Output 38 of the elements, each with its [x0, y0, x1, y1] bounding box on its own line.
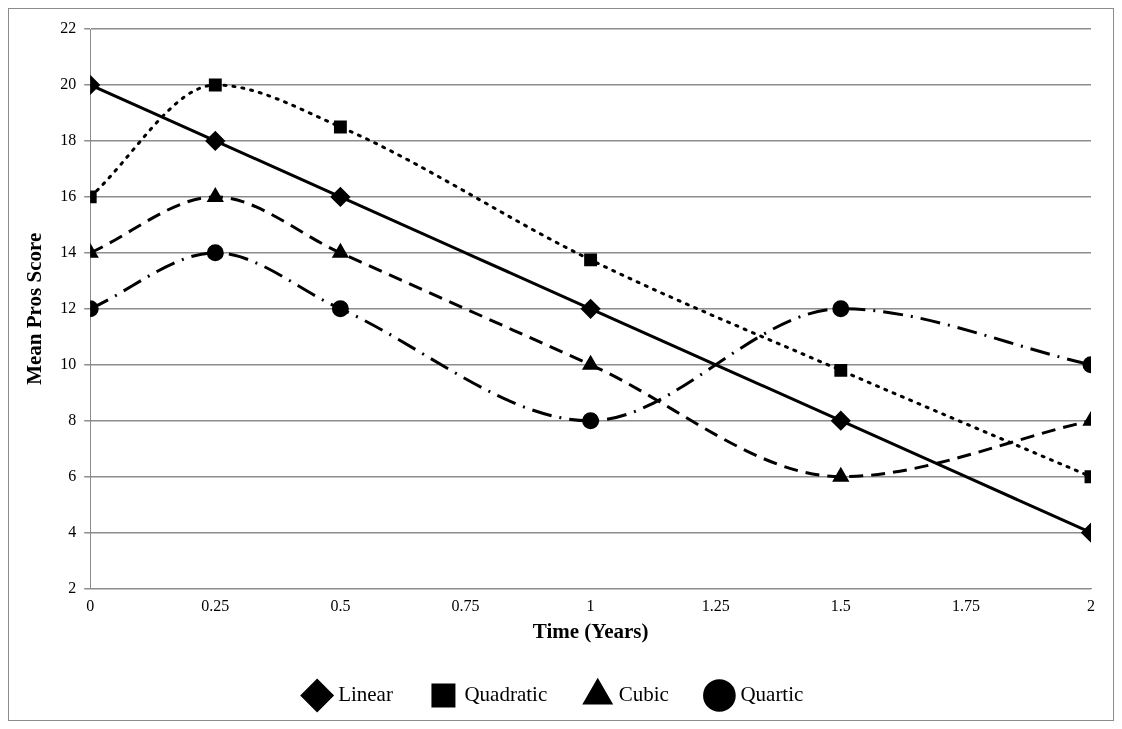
x-tick-label: 0.25: [201, 597, 230, 615]
x-tick-label: 0.75: [451, 597, 480, 615]
y-tick-label: 2: [68, 578, 77, 596]
x-tick-label: 2: [1087, 597, 1095, 615]
x-axis-title: Time (Years): [532, 618, 649, 643]
legend-label: Cubic: [618, 682, 669, 707]
y-tick-label: 10: [60, 354, 77, 372]
point: [581, 299, 601, 319]
x-tick-label: 1.75: [951, 597, 980, 615]
point: [333, 120, 347, 134]
x-tick-label: 1.5: [830, 597, 851, 615]
y-tick-label: 22: [60, 19, 77, 37]
x-tick-label: 0: [86, 597, 95, 615]
legend-label: Quadratic: [464, 682, 548, 707]
x-tick-label: 0.5: [330, 597, 351, 615]
point: [331, 300, 349, 318]
point: [832, 300, 850, 318]
y-tick-label: 20: [60, 75, 77, 93]
point: [332, 244, 348, 258]
x-tick-label: 1.25: [701, 597, 730, 615]
point: [833, 468, 849, 482]
y-tick-label: 12: [60, 299, 77, 316]
point: [583, 356, 599, 370]
point: [834, 363, 848, 377]
legend-label: Linear: [338, 682, 393, 707]
point: [330, 187, 350, 207]
y-tick-label: 14: [60, 243, 77, 261]
x-tick-label: 1: [586, 597, 595, 615]
point: [584, 253, 598, 267]
y-tick-label: 18: [60, 131, 77, 149]
y-tick-label: 4: [68, 522, 77, 540]
point: [831, 411, 851, 431]
y-tick-label: 6: [68, 466, 77, 484]
y-tick-label: 16: [60, 187, 77, 205]
point: [582, 412, 600, 430]
legend-label: Quartic: [740, 682, 804, 707]
y-axis-title: Mean Pros Score: [22, 232, 47, 385]
y-tick-label: 8: [68, 410, 77, 428]
